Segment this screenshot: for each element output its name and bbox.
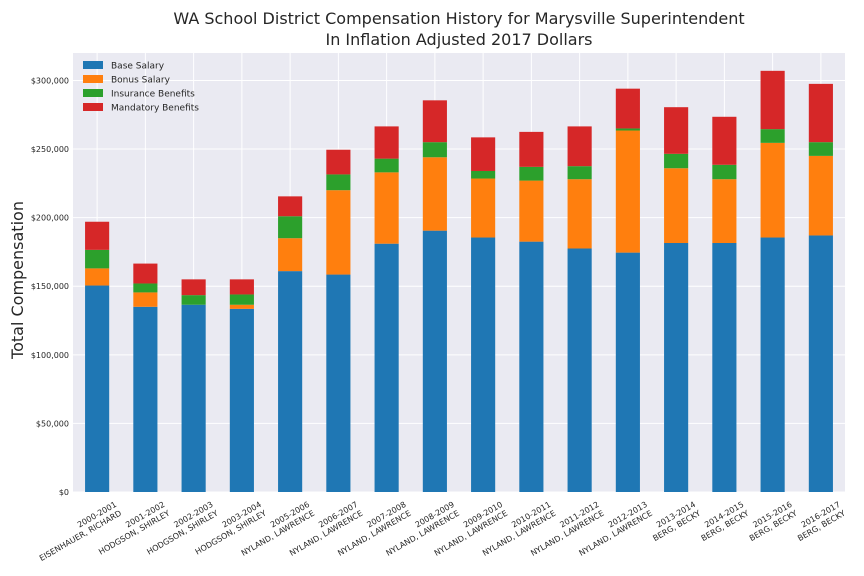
bar-segment-mandatory-benefits xyxy=(181,279,206,296)
bar-segment-insurance-benefits xyxy=(422,142,447,158)
legend: Base Salary Bonus Salary Insurance Benefit… xyxy=(83,61,199,114)
y-tick-label: $50,000 xyxy=(36,419,69,428)
legend-label: Mandatory Benefits xyxy=(111,104,199,114)
bar-segment-insurance-benefits xyxy=(181,295,206,305)
bar-segment-insurance-benefits xyxy=(712,164,737,180)
bar-segment-mandatory-benefits xyxy=(760,70,785,130)
bar-segment-mandatory-benefits xyxy=(374,126,399,159)
bar-segment-insurance-benefits xyxy=(374,158,399,173)
x-tick-label-name: EISENHAUER, RICHARD xyxy=(38,509,123,563)
bar-segment-insurance-benefits xyxy=(760,129,785,143)
bar-segment-insurance-benefits xyxy=(567,166,592,180)
bar-segment-mandatory-benefits xyxy=(567,126,592,167)
y-tick-label: $150,000 xyxy=(31,282,69,291)
bar-segment-bonus-salary xyxy=(85,268,110,286)
bar-segment-bonus-salary xyxy=(664,168,689,244)
y-tick-label: $250,000 xyxy=(31,145,69,154)
bar-segment-bonus-salary xyxy=(229,304,254,309)
chart-subtitle: In Inflation Adjusted 2017 Dollars xyxy=(325,30,592,49)
bar-segment-mandatory-benefits xyxy=(422,100,447,143)
bar-segment-base-salary xyxy=(760,237,785,492)
bar-segment-mandatory-benefits xyxy=(85,221,110,250)
bar-segment-insurance-benefits xyxy=(471,170,496,179)
bar-segment-mandatory-benefits xyxy=(615,88,640,129)
bar-segment-mandatory-benefits xyxy=(712,116,737,165)
bar-segment-bonus-salary xyxy=(615,130,640,253)
bar-segment-bonus-salary xyxy=(760,142,785,238)
bar-segment-mandatory-benefits xyxy=(133,263,158,284)
y-tick-label: $200,000 xyxy=(31,214,69,223)
bar-segment-insurance-benefits xyxy=(229,294,254,305)
bar-segment-bonus-salary xyxy=(278,238,303,272)
y-tick-label: $300,000 xyxy=(31,76,69,85)
legend-swatch xyxy=(83,75,103,83)
bar-segment-mandatory-benefits xyxy=(326,149,351,175)
bar-segment-insurance-benefits xyxy=(278,216,303,239)
bar-segment-insurance-benefits xyxy=(85,249,110,269)
bars xyxy=(85,70,833,492)
bar-segment-mandatory-benefits xyxy=(278,196,303,217)
bar-segment-bonus-salary xyxy=(471,178,496,238)
bar-segment-bonus-salary xyxy=(712,179,737,243)
bar-segment-bonus-salary xyxy=(374,172,399,244)
y-axis-ticks: $0 $50,000 $100,000 $150,000 $200,000 $250,00… xyxy=(31,76,69,497)
legend-swatch xyxy=(83,103,103,111)
legend-label: Base Salary xyxy=(111,62,165,72)
bar-segment-base-salary xyxy=(519,241,544,492)
bar-segment-mandatory-benefits xyxy=(229,279,254,295)
bar-segment-bonus-salary xyxy=(567,179,592,249)
bar-segment-base-salary xyxy=(229,308,254,492)
bar-segment-insurance-benefits xyxy=(326,174,351,191)
bar-segment-bonus-salary xyxy=(133,292,158,307)
bar-segment-base-salary xyxy=(326,274,351,492)
bar-segment-mandatory-benefits xyxy=(519,131,544,167)
bar-segment-insurance-benefits xyxy=(664,153,689,169)
y-axis-label: Total Compensation xyxy=(8,201,27,360)
bar-segment-bonus-salary xyxy=(326,190,351,275)
legend-label: Insurance Benefits xyxy=(111,90,195,100)
bar-segment-insurance-benefits xyxy=(615,128,640,131)
bar-segment-insurance-benefits xyxy=(808,142,833,156)
legend-label: Bonus Salary xyxy=(111,76,171,86)
bar-segment-base-salary xyxy=(471,237,496,492)
bar-segment-base-salary xyxy=(712,243,737,492)
bar-segment-insurance-benefits xyxy=(519,166,544,181)
legend-swatch xyxy=(83,61,103,69)
bar-segment-bonus-salary xyxy=(422,157,447,231)
bar-segment-base-salary xyxy=(422,230,447,492)
bar-segment-base-salary xyxy=(615,252,640,492)
chart-title: WA School District Compensation History … xyxy=(173,9,744,28)
bar-segment-base-salary xyxy=(808,235,833,492)
bar-segment-base-salary xyxy=(181,304,206,492)
bar-segment-base-salary xyxy=(133,306,158,492)
bar-segment-mandatory-benefits xyxy=(808,83,833,143)
bar-segment-base-salary xyxy=(278,271,303,492)
bar-segment-base-salary xyxy=(374,243,399,492)
bar-segment-bonus-salary xyxy=(519,180,544,242)
legend-swatch xyxy=(83,89,103,97)
bar-segment-base-salary xyxy=(664,243,689,492)
bar-segment-bonus-salary xyxy=(808,155,833,236)
bar-segment-insurance-benefits xyxy=(133,283,158,293)
bar-segment-mandatory-benefits xyxy=(664,107,689,154)
y-tick-label: $0 xyxy=(59,488,69,497)
bar-segment-base-salary xyxy=(85,285,110,492)
y-tick-label: $100,000 xyxy=(31,351,69,360)
bar-segment-mandatory-benefits xyxy=(471,137,496,171)
bar-segment-base-salary xyxy=(567,248,592,492)
